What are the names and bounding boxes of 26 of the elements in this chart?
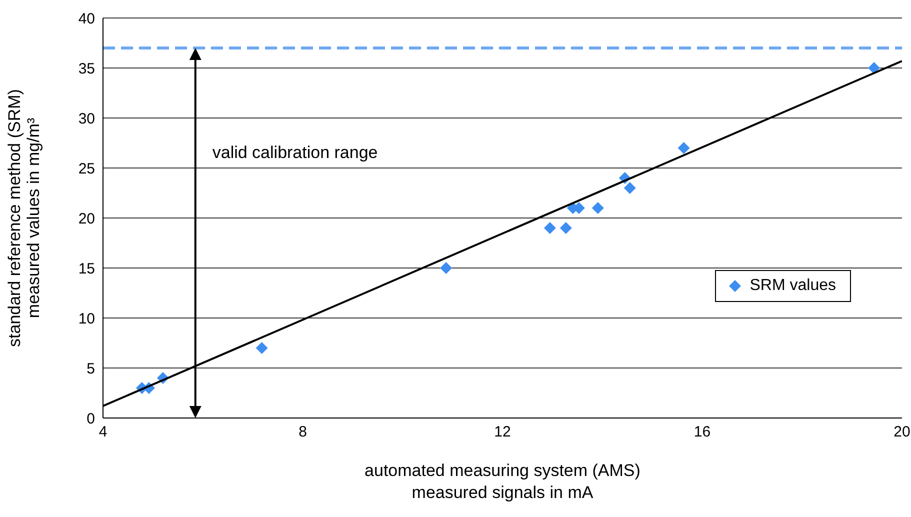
y-tick-label: 15 — [78, 260, 95, 278]
point — [678, 142, 690, 154]
point — [440, 262, 452, 274]
point — [592, 202, 604, 214]
point — [560, 222, 572, 234]
point — [624, 182, 636, 194]
y-tick-label: 20 — [78, 210, 95, 228]
y-tick-label: 5 — [86, 360, 95, 378]
x-tick-label: 8 — [298, 424, 307, 441]
x-tick-label: 16 — [694, 424, 711, 441]
x-tick-label: 20 — [894, 424, 910, 441]
y-tick-label: 25 — [78, 160, 95, 178]
y-tick-label: 35 — [78, 60, 95, 78]
legend-label: SRM values — [750, 277, 836, 295]
ref-line-label: valid calibration range — [212, 143, 378, 162]
y-tick-label: 10 — [78, 310, 95, 328]
point — [256, 342, 268, 354]
y-tick-label: 30 — [78, 110, 95, 128]
y-tick-label: 0 — [86, 410, 95, 428]
x-axis-title: automated measuring system (AMS) measured signals in mA — [364, 460, 642, 504]
x-tick-label: 4 — [98, 424, 108, 441]
y-tick-label: 40 — [78, 10, 95, 28]
x-tick-label: 12 — [494, 424, 511, 441]
point — [544, 222, 556, 234]
point — [868, 62, 880, 74]
y-axis-title: standard reference method (SRM) measured values in mg/m³ — [5, 88, 43, 349]
